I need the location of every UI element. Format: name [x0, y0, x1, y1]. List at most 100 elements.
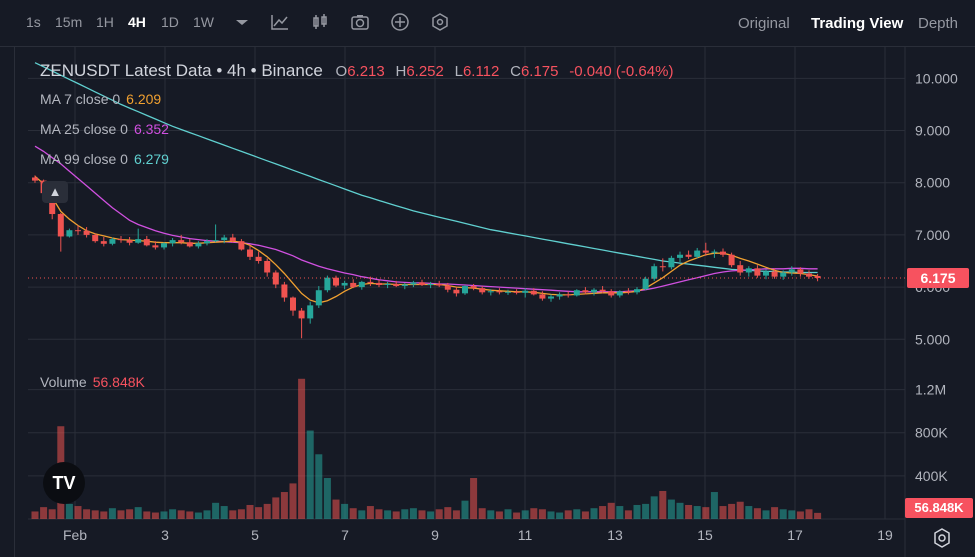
indicator-chart-icon[interactable]	[270, 12, 290, 32]
candle-body	[161, 243, 167, 248]
price-tick-label: 7.000	[915, 227, 950, 243]
drawing-toolbar	[0, 47, 15, 557]
volume-bar	[599, 506, 607, 519]
volume-bar	[246, 504, 254, 519]
add-indicator-icon[interactable]	[390, 12, 410, 32]
candle-body	[238, 241, 245, 250]
time-tick-label: 5	[251, 527, 259, 543]
candle-body	[470, 286, 477, 289]
time-tick-label: 19	[877, 527, 893, 543]
volume-bar	[220, 506, 228, 519]
volume-bar	[538, 509, 546, 519]
interval-1s[interactable]: 1s	[26, 14, 41, 30]
candle-body	[565, 294, 572, 296]
volume-bar	[513, 512, 521, 519]
candle-body	[702, 250, 709, 253]
candle-body	[186, 242, 193, 247]
time-tick-label: 17	[787, 527, 803, 543]
volume-tick-label: 800K	[915, 425, 948, 441]
volume-bar	[375, 509, 383, 519]
candle-body	[204, 241, 210, 244]
time-tick-label: Feb	[63, 527, 87, 543]
volume-bar	[298, 378, 306, 519]
tab-trading-view[interactable]: Trading View	[811, 15, 904, 32]
candle-body	[599, 289, 606, 292]
volume-bar	[702, 507, 710, 519]
candle-body	[591, 289, 597, 293]
candle-body	[401, 284, 408, 287]
volume-bar	[495, 511, 503, 519]
candle-body	[57, 214, 64, 237]
candle-body	[668, 257, 675, 268]
volume-bar	[779, 509, 787, 519]
candle-body	[436, 283, 443, 286]
volume-bar	[650, 496, 658, 519]
volume-bar	[126, 509, 134, 519]
volume-bar	[48, 509, 56, 519]
candle-body	[659, 266, 666, 268]
volume-bar	[728, 503, 736, 519]
interval-1d[interactable]: 1D	[161, 14, 179, 30]
candle-body	[32, 177, 38, 181]
interval-1w[interactable]: 1W	[193, 14, 214, 30]
candle-body	[763, 271, 769, 276]
candle-body	[530, 290, 537, 295]
ma7-value: 6.209	[126, 91, 162, 107]
collapse-legend-button[interactable]: ▲	[42, 181, 68, 203]
volume-bar	[315, 454, 323, 519]
volume-bar	[366, 506, 374, 519]
volume-bar	[461, 500, 469, 519]
low-label: L	[454, 63, 463, 80]
candle-body	[333, 277, 339, 286]
volume-bar	[289, 483, 297, 519]
candle-body	[453, 289, 460, 294]
volume-bar	[160, 511, 168, 519]
candle-body	[100, 241, 107, 244]
volume-bar	[788, 510, 796, 519]
ma25-line	[34, 145, 818, 293]
gear-icon[interactable]	[930, 526, 954, 550]
tradingview-logo: TV	[43, 462, 85, 504]
volume-bar	[530, 508, 538, 519]
candle-body	[152, 245, 159, 248]
volume-bar	[255, 507, 263, 519]
time-tick-label: 9	[431, 527, 439, 543]
volume-bar	[306, 430, 314, 519]
volume-label: Volume	[40, 374, 87, 390]
settings-hex-icon[interactable]	[430, 12, 450, 32]
candle-body	[324, 277, 331, 291]
tab-depth[interactable]: Depth	[918, 15, 959, 32]
candle-body	[66, 230, 73, 237]
volume-bar	[108, 508, 116, 519]
volume-bar	[667, 499, 675, 519]
candle-body	[341, 282, 348, 286]
candle-body	[315, 290, 322, 306]
camera-icon[interactable]	[350, 12, 370, 32]
candle-body	[677, 254, 683, 258]
interval-4h[interactable]: 4H	[128, 14, 146, 30]
candle-body	[513, 291, 520, 293]
candle-body	[281, 284, 288, 298]
candle-type-icon[interactable]	[310, 12, 330, 32]
volume-bar	[814, 512, 822, 519]
candle-body	[814, 275, 821, 278]
chevron-down-icon[interactable]	[232, 12, 252, 32]
close-label: C	[510, 63, 521, 80]
price-tick-label: 9.000	[915, 123, 950, 139]
high-value: 6.252	[406, 63, 444, 80]
volume-bar	[272, 497, 280, 519]
candle-body	[221, 237, 228, 241]
volume-bar	[392, 511, 400, 519]
tab-original[interactable]: Original	[738, 15, 790, 32]
candle-body	[143, 239, 150, 246]
volume-bar	[212, 502, 220, 519]
interval-15m[interactable]: 15m	[55, 14, 83, 30]
candle-body	[556, 294, 563, 297]
volume-bar	[100, 511, 108, 519]
candle-body	[771, 271, 778, 277]
interval-1h[interactable]: 1H	[96, 14, 114, 30]
candle-body	[229, 237, 236, 242]
candle-body	[393, 283, 400, 287]
volume-bar	[521, 510, 529, 519]
